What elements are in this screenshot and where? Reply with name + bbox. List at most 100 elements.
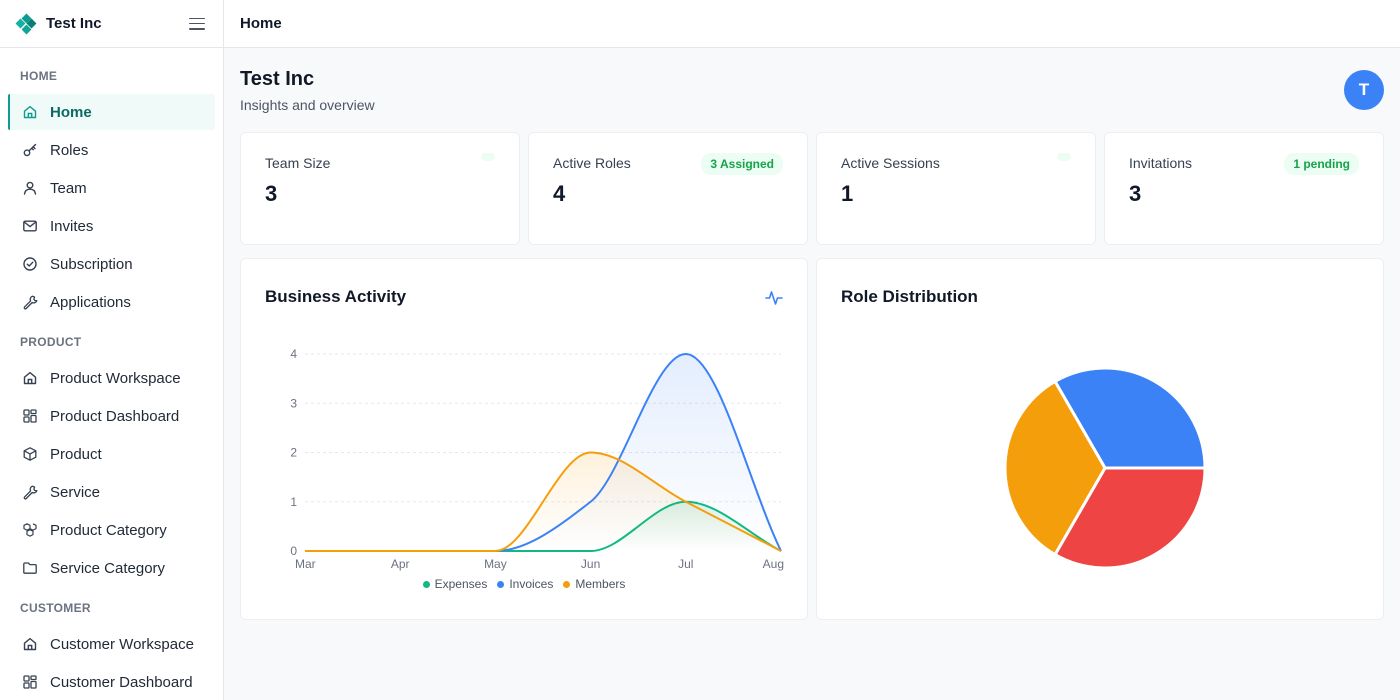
legend-label: Members [575,577,626,591]
avatar[interactable]: T [1344,70,1384,110]
sidebar-item-label: Product Dashboard [50,407,180,425]
key-icon [22,142,38,158]
role-distribution-card: Role Distribution [816,258,1384,620]
legend-label: Expenses [434,577,488,591]
activity-pulse-icon[interactable] [765,289,783,307]
pie-slice-1[interactable] [1052,366,1207,470]
pie-slice-2[interactable] [1052,466,1207,570]
y-tick-label: 0 [290,544,297,558]
sidebar-item-home[interactable]: Home [8,94,215,130]
topbar: Home [224,0,1400,48]
nav-section-product: PRODUCT [20,335,82,349]
brand-logo-icon [15,13,37,34]
stat-value: 1 [841,181,854,206]
sidebar-item-label: Roles [50,141,89,159]
x-tick-label: Apr [391,557,410,571]
grid-icon [22,674,38,690]
stat-card-active-sessions: Active Sessions 1 [816,132,1096,245]
legend-label: Invoices [509,577,554,591]
sidebar-item-product[interactable]: Product [8,436,215,472]
stat-value: 3 [265,181,278,206]
stat-card-invitations: Invitations 3 1 pending [1104,132,1384,245]
grid-icon [22,408,38,424]
nav-list-customer: Customer Workspace Customer Dashboard [0,626,223,700]
role-distribution-title: Role Distribution [841,287,978,306]
sidebar-item-service-category[interactable]: Service Category [8,550,215,586]
stat-label: Invitations [1129,155,1193,171]
nav-list-home: Home Roles Team Invites Subscription Applicat… [0,94,223,320]
y-tick-label: 4 [290,347,297,361]
sidebar-item-product-category[interactable]: Product Category [8,512,215,548]
folder-icon [22,560,38,576]
stat-label: Team Size [265,155,331,171]
legend-item-expenses[interactable]: Expenses [422,577,488,591]
y-tick-label: 3 [290,396,297,410]
x-tick-label: Jun [581,557,600,571]
sidebar-item-label: Product [50,445,102,463]
sidebar-item-label: Subscription [50,255,133,273]
status-badge [1057,153,1071,161]
y-tick-label: 2 [290,446,297,460]
sidebar-item-invites[interactable]: Invites [8,208,215,244]
user-icon [22,180,38,196]
sidebar-item-service[interactable]: Service [8,474,215,510]
mail-icon [22,218,38,234]
sidebar-item-team[interactable]: Team [8,170,215,206]
nav-section-home: HOME [20,69,58,83]
sidebar-nav: HOME Home Roles Team Invites Subscription Appl… [0,68,223,700]
legend-item-members[interactable]: Members [563,577,625,591]
x-tick-label: May [484,557,507,571]
sidebar-item-subscription[interactable]: Subscription [8,246,215,282]
sidebar-item-applications[interactable]: Applications [8,284,215,320]
box-icon [22,446,38,462]
sidebar-item-label: Applications [50,293,131,311]
page-subtitle: Insights and overview [240,97,375,113]
sidebar-item-label: Invites [50,217,94,235]
x-tick-label: Aug [763,557,784,571]
sidebar-item-label: Service Category [50,559,166,577]
business-activity-chart: 0 1 2 3 4 Mar Apr May Jun Jul Aug [290,347,784,571]
brand-bar: Test Inc [0,0,223,48]
stat-card-team-size: Team Size 3 [240,132,520,245]
pie-slice-3[interactable] [1003,379,1107,557]
home-icon [22,636,38,652]
sidebar-item-label: Product Category [50,521,167,539]
x-tick-label: Mar [295,557,316,571]
home-icon [22,370,38,386]
sidebar-item-product-workspace[interactable]: Product Workspace [8,360,215,396]
nav-list-product: Product Workspace Product Dashboard Produc… [0,360,223,586]
sidebar-item-label: Customer Dashboard [50,673,193,691]
sidebar-item-product-dashboard[interactable]: Product Dashboard [8,398,215,434]
status-badge: 1 pending [1284,153,1359,175]
sidebar-item-label: Service [50,483,101,501]
stat-card-active-roles: Active Roles 4 3 Assigned [528,132,808,245]
sidebar-item-label: Product Workspace [50,369,181,387]
brand-name: Test Inc [46,15,102,32]
sidebar-item-roles[interactable]: Roles [8,132,215,168]
wrench-icon [22,484,38,500]
status-badge: 3 Assigned [701,153,783,175]
role-distribution-chart [1003,366,1207,570]
series-line-members [305,451,782,552]
legend-dot-icon [497,580,505,588]
legend-item-invoices[interactable]: Invoices [497,577,553,591]
breadcrumb-title: Home [240,15,282,32]
sidebar: Test Inc HOME Home Roles Team Invites Subscri… [0,0,224,700]
stat-value: 4 [553,181,566,206]
nav-section-customer: CUSTOMER [20,601,91,615]
wrench-icon [22,294,38,310]
stat-value: 3 [1129,181,1142,206]
sidebar-item-customer-workspace[interactable]: Customer Workspace [8,626,215,662]
boxes-icon [22,522,38,538]
x-tick-label: Jul [678,557,693,571]
business-activity-card: 0 1 2 3 4 Mar Apr May Jun Jul Aug Business Activit… [240,258,808,620]
legend-dot-icon [422,580,430,588]
stat-label: Active Sessions [841,155,940,171]
stats-row: Team Size 3 Active Roles 4 3 Assigned Active … [240,132,1384,245]
sidebar-item-customer-dashboard[interactable]: Customer Dashboard [8,664,215,700]
charts-row: 0 1 2 3 4 Mar Apr May Jun Jul Aug Business Activit… [240,258,1384,620]
menu-toggle-icon[interactable] [189,17,205,30]
check-circle-icon [22,256,38,272]
sidebar-item-label: Team [50,179,87,197]
business-activity-title: Business Activity [265,287,407,306]
